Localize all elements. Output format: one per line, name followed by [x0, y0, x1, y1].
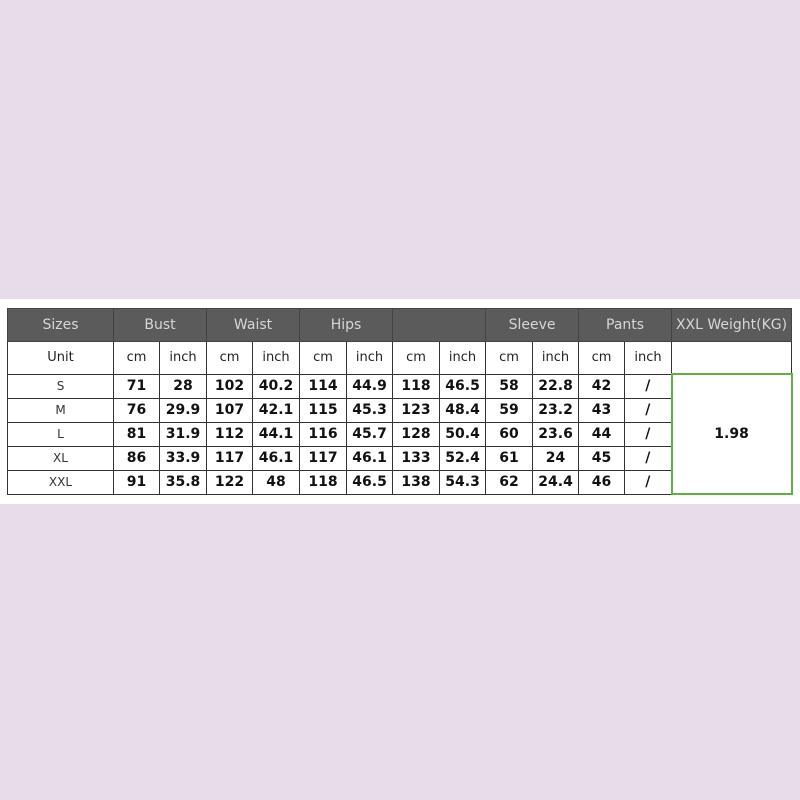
table-cell: 31.9 — [158, 421, 208, 447]
table-cell: 118 — [392, 373, 441, 399]
table-cell: 122 — [206, 469, 254, 495]
unit-cm: cm — [206, 341, 254, 375]
header-weight: XXL Weight(KG) — [671, 308, 793, 342]
table-cell: 45.3 — [346, 397, 394, 423]
table-cell: 133 — [392, 445, 441, 471]
table-cell: 123 — [392, 397, 441, 423]
header-row: Sizes Bust Waist Hips Sleeve Pants XXL W… — [7, 308, 793, 342]
table-cell: 81 — [113, 421, 160, 447]
table-cell: 62 — [485, 469, 534, 495]
table-cell: 28 — [158, 373, 208, 399]
header-bust: Bust — [112, 308, 208, 342]
header-blank — [392, 308, 487, 342]
weight-value: 1.98 — [670, 373, 793, 495]
table-cell: 22.8 — [532, 373, 580, 399]
table-cell: / — [624, 421, 673, 447]
header-hips: Hips — [299, 308, 394, 342]
size-label: XXL — [7, 469, 114, 495]
header-pants: Pants — [578, 308, 673, 342]
unit-row: Unit cm inch cm inch cm inch cm inch cm inch cm inc… — [7, 341, 793, 375]
table-cell: 35.8 — [158, 469, 208, 495]
unit-cm: cm — [392, 341, 441, 375]
unit-inch: inch — [158, 341, 208, 375]
table-cell: 44.9 — [346, 373, 394, 399]
table-cell: 117 — [299, 445, 348, 471]
table-cell: 60 — [485, 421, 534, 447]
table-cell: 24 — [532, 445, 580, 471]
unit-cm: cm — [299, 341, 348, 375]
size-label: L — [7, 421, 114, 447]
table-cell: 23.2 — [532, 397, 580, 423]
table-cell: 112 — [206, 421, 254, 447]
table-cell: 117 — [206, 445, 254, 471]
unit-inch: inch — [252, 341, 301, 375]
size-label: S — [7, 373, 114, 399]
table-cell: 29.9 — [158, 397, 208, 423]
table-cell: 138 — [392, 469, 441, 495]
table-row: XXL 91 35.8 122 48 118 46.5 138 54.3 62 24.4 46/ — [7, 469, 792, 495]
weight-unit-blank — [671, 341, 793, 374]
table-cell: 42 — [578, 373, 626, 399]
size-chart-table: Sizes Bust Waist Hips Sleeve Pants XXL W… — [7, 308, 793, 495]
table-cell: 44.1 — [252, 421, 301, 447]
table-cell: 45.7 — [346, 421, 394, 447]
table-cell: 91 — [113, 469, 160, 495]
table-cell: 45 — [578, 445, 626, 471]
table-cell: 44 — [578, 421, 626, 447]
table-cell: 48 — [252, 469, 301, 495]
table-cell: 102 — [206, 373, 254, 399]
table-cell: / — [624, 373, 673, 399]
table-cell: 40.2 — [252, 373, 301, 399]
table-cell: 61 — [485, 445, 534, 471]
table-cell: 118 — [299, 469, 348, 495]
unit-inch: inch — [439, 341, 487, 375]
table-cell: 115 — [299, 397, 348, 423]
table-cell: 46.5 — [346, 469, 394, 495]
header-sizes: Sizes — [7, 308, 114, 342]
table-cell: 128 — [392, 421, 441, 447]
unit-label: Unit — [7, 341, 114, 375]
table-cell: 50.4 — [439, 421, 487, 447]
table-cell: 46 — [578, 469, 626, 495]
table-cell: 46.1 — [252, 445, 301, 471]
table-cell: 24.4 — [532, 469, 580, 495]
table-cell: / — [624, 445, 673, 471]
table-cell: 54.3 — [439, 469, 487, 495]
table-cell: 23.6 — [532, 421, 580, 447]
table-cell: 114 — [299, 373, 348, 399]
table-cell: 48.4 — [439, 397, 487, 423]
header-waist: Waist — [206, 308, 301, 342]
table-cell: 52.4 — [439, 445, 487, 471]
table-cell: 86 — [113, 445, 160, 471]
table-cell: / — [624, 469, 673, 495]
table-cell: 43 — [578, 397, 626, 423]
unit-cm: cm — [578, 341, 626, 375]
size-label: XL — [7, 445, 114, 471]
table-cell: 46.1 — [346, 445, 394, 471]
unit-inch: inch — [532, 341, 580, 375]
table-cell: 116 — [299, 421, 348, 447]
unit-inch: inch — [346, 341, 394, 375]
unit-cm: cm — [485, 341, 534, 375]
table-cell: 71 — [113, 373, 160, 399]
table-cell: 59 — [485, 397, 534, 423]
header-sleeve: Sleeve — [485, 308, 580, 342]
unit-inch: inch — [624, 341, 673, 375]
table-cell: 42.1 — [252, 397, 301, 423]
table-cell: / — [624, 397, 673, 423]
table-cell: 46.5 — [439, 373, 487, 399]
table-cell: 33.9 — [158, 445, 208, 471]
unit-cm: cm — [113, 341, 160, 375]
size-label: M — [7, 397, 114, 423]
table-cell: 58 — [485, 373, 534, 399]
table-row: S 71 28 102 40.2 114 44.9 118 46.5 58 22.8 42/1.98 — [7, 373, 793, 495]
table-cell: 76 — [113, 397, 160, 423]
table-cell: 107 — [206, 397, 254, 423]
